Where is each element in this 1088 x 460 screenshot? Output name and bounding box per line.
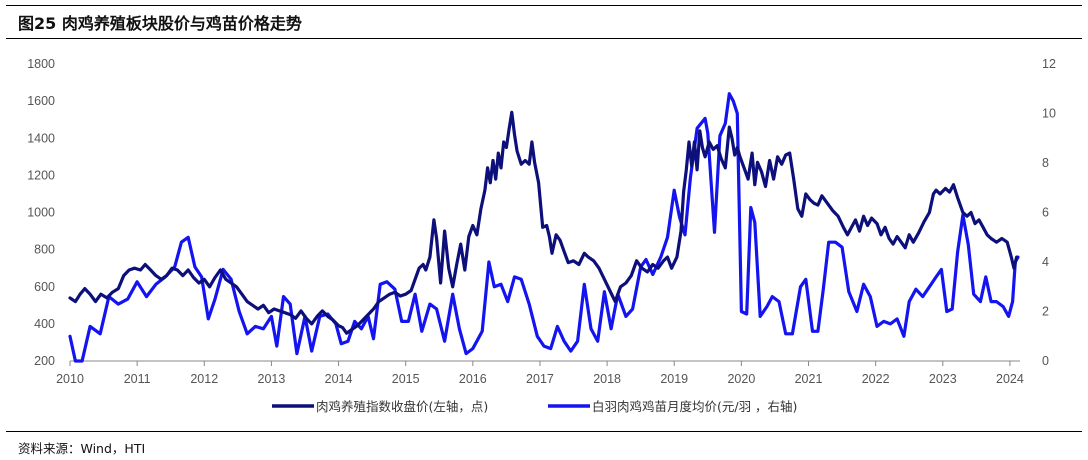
y-right-tick-label: 0 (1042, 354, 1049, 368)
y-left-tick-label: 1400 (27, 131, 55, 145)
y-left-tick-label: 800 (34, 243, 55, 257)
y-right-tick-label: 6 (1042, 206, 1049, 220)
footer-rule (6, 431, 1082, 432)
y-right-tick-label: 2 (1042, 305, 1049, 319)
y-left-tick-label: 200 (34, 354, 55, 368)
figure-title: 图25 肉鸡养殖板块股价与鸡苗价格走势 (18, 14, 302, 33)
x-tick-label: 2014 (325, 372, 353, 386)
y-right-tick-label: 12 (1042, 57, 1056, 71)
x-tick-label: 2023 (929, 372, 957, 386)
y-left-tick-label: 1600 (27, 94, 55, 108)
x-tick-label: 2017 (526, 372, 554, 386)
y-right-tick-label: 8 (1042, 156, 1049, 170)
x-tick-label: 2010 (56, 372, 84, 386)
y-right-tick-label: 4 (1042, 255, 1049, 269)
x-tick-label: 2011 (124, 372, 151, 386)
y-left-tick-label: 1800 (27, 57, 55, 71)
x-tick-label: 2021 (795, 372, 823, 386)
x-tick-label: 2020 (727, 372, 755, 386)
x-tick-label: 2012 (190, 372, 218, 386)
y-right-tick-label: 10 (1042, 107, 1056, 121)
series-layer (68, 92, 1020, 363)
y-left-tick-label: 400 (34, 317, 55, 331)
x-tick-label: 2022 (862, 372, 890, 386)
x-tick-label: 2015 (392, 372, 420, 386)
axes: 200 400 600 800 1000 1200 1400 1600 1800 0 2 4 6 8 10 1… (27, 57, 1056, 386)
series-line-chicken-index (68, 110, 1019, 335)
y-left-tick-label: 1200 (27, 168, 55, 182)
legend: 肉鸡养殖指数收盘价(左轴，点) 白羽肉鸡鸡苗月度均价(元/羽 ，右轴) (272, 399, 797, 414)
top-rule (6, 5, 1082, 6)
x-tick-label: 2013 (258, 372, 286, 386)
source-note: 资料来源：Wind，HTI (18, 441, 146, 456)
series-line-chick-price (68, 92, 1020, 363)
y-left-tick-label: 1000 (27, 206, 55, 220)
legend-label: 肉鸡养殖指数收盘价(左轴，点) (316, 399, 488, 414)
legend-label: 白羽肉鸡鸡苗月度均价(元/羽 ，右轴) (592, 399, 797, 414)
x-tick-label: 2018 (593, 372, 621, 386)
x-tick-label: 2019 (660, 372, 688, 386)
y-left-tick-label: 600 (34, 280, 55, 294)
x-tick-label: 2016 (459, 372, 487, 386)
x-tick-label: 2024 (996, 372, 1024, 386)
title-rule (6, 38, 1082, 39)
